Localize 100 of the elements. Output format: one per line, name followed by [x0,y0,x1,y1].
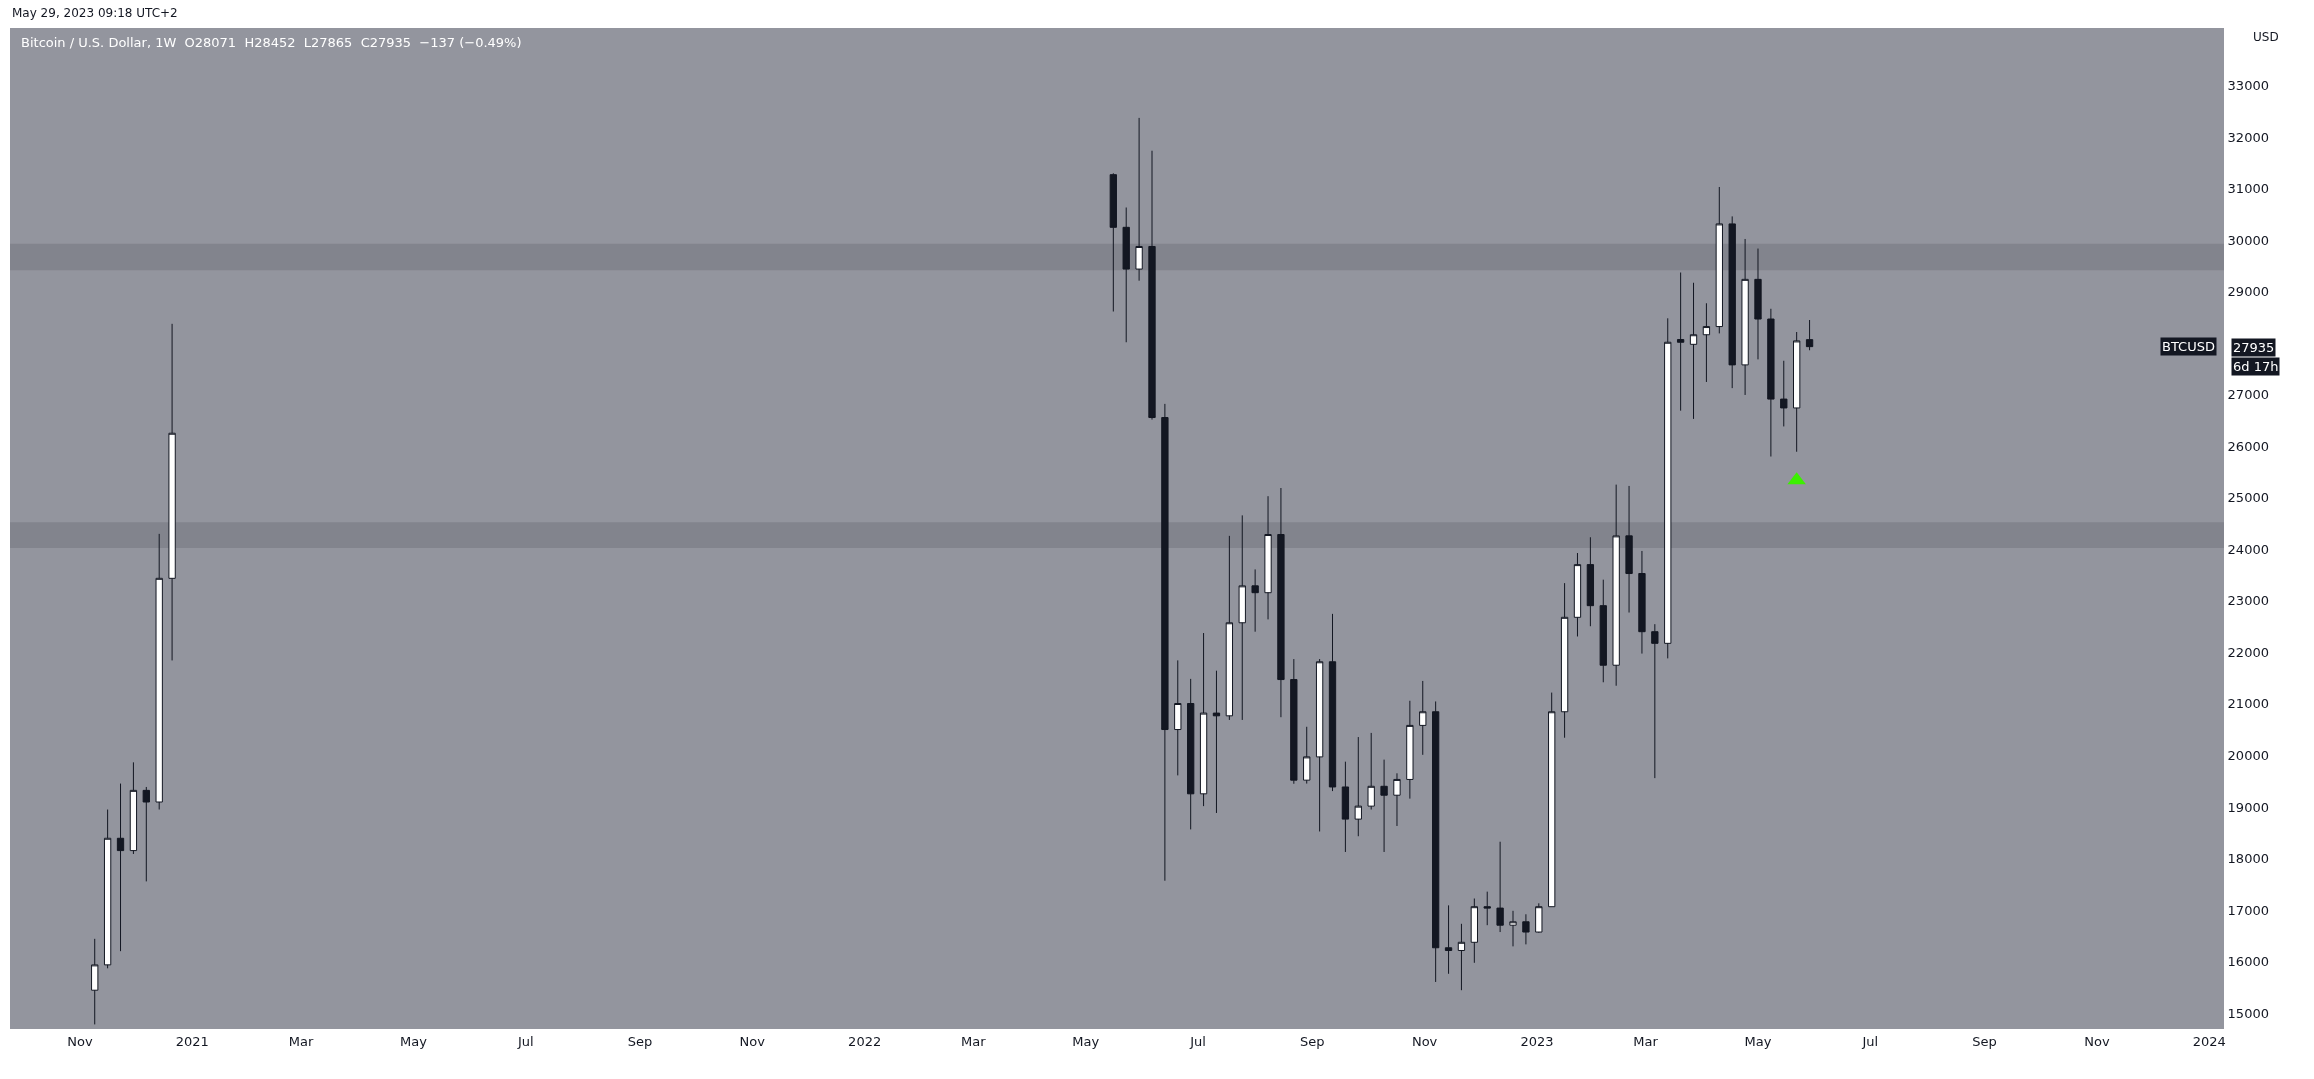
x-tick-label: Mar [288,1033,314,1049]
x-tick-label: Mar [961,1033,987,1049]
x-tick-label: 2021 [175,1033,209,1049]
candlestick [1535,902,1543,934]
candlestick [1148,150,1156,421]
candlestick [1315,658,1324,832]
x-tick-label: Sep [1972,1033,1997,1049]
candlestick [155,533,163,811]
candlestick [1522,913,1530,945]
candlestick [1638,550,1646,655]
x-tick-label: Sep [627,1033,653,1049]
candlestick [1483,891,1491,926]
candlestick [1780,360,1788,427]
candlestick [1548,692,1556,908]
candlestick [129,761,138,855]
candlestick [1805,319,1814,351]
y-tick-label: 29000 [2227,284,2269,300]
y-tick-label: 31000 [2227,181,2269,197]
text: May 29, 2023 09:18 UTC+2 [12,6,178,20]
y-tick-label: 16000 [2227,954,2269,970]
candlestick [1199,632,1208,807]
candlestick [91,938,99,1025]
candlestick [1251,568,1259,633]
candlestick [1715,186,1723,334]
candlestick [142,786,150,882]
y-tick-label: 25000 [2227,490,2269,506]
candlestick [1676,272,1685,412]
candlestick [1573,552,1582,637]
y-tick-label: 33000 [2227,78,2269,94]
candlestick [1406,700,1414,800]
candlestick [1212,670,1221,814]
text: 27935 [2233,340,2275,355]
x-tick-label: Mar [1633,1033,1659,1049]
candlestick [1444,904,1453,975]
candlestick [1689,282,1698,420]
x-tick-label: May [1072,1033,1100,1049]
candlestick [1470,898,1478,964]
candlestick [1109,172,1117,313]
candlestick [1264,495,1272,620]
candlestick [1509,910,1517,947]
candlestick [1793,331,1801,453]
candlestick [1380,759,1388,853]
candlestick [1419,680,1427,756]
x-tick-label: Nov [739,1033,766,1049]
x-tick-label: 2024 [2192,1033,2226,1049]
candlestick [1625,485,1633,614]
candlestick [1238,514,1246,721]
y-tick-label: 21000 [2227,696,2269,712]
candlestick [1728,215,1736,389]
candlestick [1135,117,1143,282]
y-tick-label: 24000 [2227,541,2269,557]
candlestick [1496,841,1504,933]
candlestick [1303,726,1311,785]
y-tick-label: 27000 [2227,387,2269,403]
candlestick [1225,535,1234,721]
candlestick [1754,248,1762,360]
y-tick-label: 19000 [2227,799,2269,815]
candlestick [116,783,125,952]
y-tick-label: 15000 [2227,1005,2269,1021]
candlestick [1432,700,1440,983]
candlestick [168,323,176,661]
y-tick-label: 18000 [2227,851,2269,867]
candlestick [1161,403,1169,882]
candlestick [103,809,112,969]
y-tick-label: 30000 [2227,232,2269,248]
x-tick-label: Nov [1411,1033,1438,1049]
candlestick [1354,736,1362,837]
candlestick [1174,659,1182,776]
x-tick-label: 2022 [848,1033,882,1049]
x-tick-label: Sep [1299,1033,1325,1049]
candlestick [1328,613,1337,792]
candlestick [1560,582,1569,739]
text: Bitcoin / U.S. Dollar, 1W O28071 H28452 L27865 C27935 −137 (−0.49%) [21,35,522,50]
x-tick-label: Nov [2084,1033,2110,1049]
y-tick-label: 22000 [2227,644,2269,660]
candlestick [1393,772,1401,827]
candlestick [1664,317,1672,659]
y-axis-title: USD [2253,30,2279,44]
candlestick [1277,487,1285,718]
candlestick [1767,308,1775,458]
candlestick [1457,923,1466,991]
x-tick-label: May [1744,1033,1772,1049]
x-tick-label: Jul [1189,1033,1206,1049]
candlestick [1702,302,1711,383]
candlestick [1367,732,1375,811]
x-tick-label: 2023 [1520,1033,1554,1049]
candlestick [1341,761,1350,853]
candlestick [1651,623,1659,779]
candlestick [1612,484,1620,687]
candlestick [1122,206,1130,343]
x-tick-label: May [399,1033,428,1049]
annotation: BTCUSD [2162,339,2215,354]
y-tick-label: 32000 [2227,129,2269,145]
y-tick-label: 23000 [2227,593,2269,609]
text: 6d 17h [2233,359,2279,374]
y-tick-label: 26000 [2227,438,2269,454]
candlestick [1599,579,1607,683]
candlestick [1741,238,1749,396]
y-tick-label: 17000 [2227,902,2269,918]
y-tick-label: 20000 [2227,747,2269,763]
